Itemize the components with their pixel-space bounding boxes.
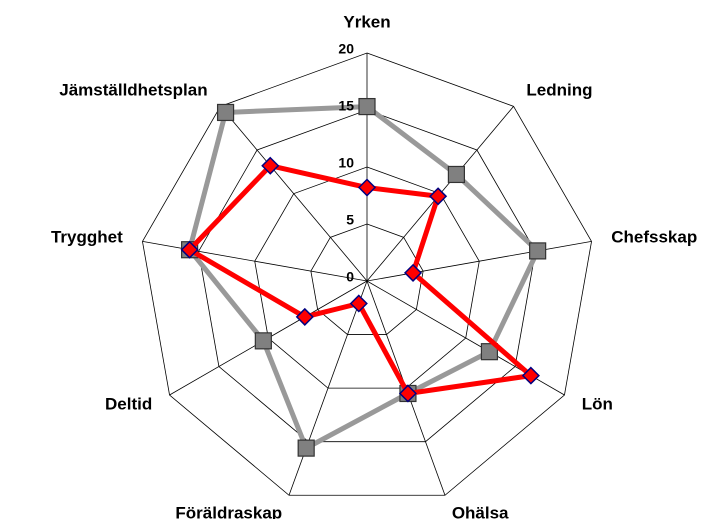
tick-label: 5 [346, 212, 354, 228]
spoke [366, 241, 592, 282]
spoke [220, 106, 368, 282]
marker [357, 178, 377, 197]
axis-label: Föräldraskap [175, 504, 282, 519]
marker [358, 97, 376, 116]
marker [480, 343, 499, 361]
marker [403, 263, 423, 282]
spoke [288, 280, 368, 496]
marker [254, 332, 272, 350]
axis-label: Deltid [105, 394, 152, 413]
marker [429, 187, 448, 206]
spoke [142, 241, 368, 282]
marker [295, 307, 314, 326]
marker [521, 366, 540, 385]
axis-label: Ledning [526, 81, 592, 100]
marker [261, 156, 280, 175]
marker [349, 294, 368, 313]
grid-ring [254, 166, 480, 389]
tick-label: 15 [338, 98, 354, 114]
axis-label: Ohälsa [452, 504, 509, 519]
grid-ring [142, 52, 592, 496]
marker [529, 242, 547, 260]
marker [447, 165, 465, 184]
series-line [187, 104, 541, 451]
tick-label: 0 [346, 269, 354, 285]
axis-label: Jämställdhetsplan [59, 81, 207, 100]
marker [297, 439, 315, 457]
axis-label: Trygghet [51, 227, 123, 246]
marker [216, 103, 235, 122]
axis-label: Yrken [343, 12, 390, 31]
marker [398, 384, 418, 403]
marker [180, 240, 199, 259]
grid-ring [310, 223, 424, 335]
axis-label: Chefsskap [611, 227, 697, 246]
tick-label: 10 [338, 155, 354, 171]
series-line [187, 163, 534, 396]
grid-ring [198, 109, 536, 443]
tick-label: 20 [338, 41, 354, 57]
axis-label: Lön [582, 394, 613, 413]
